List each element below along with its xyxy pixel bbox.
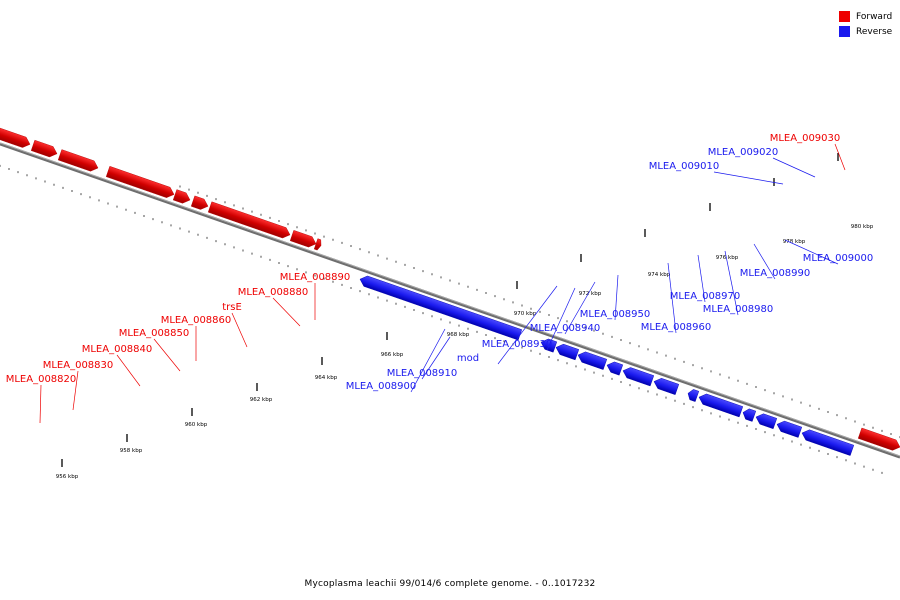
forward-gene-arrow[interactable] [57, 149, 100, 174]
forward-gene-label[interactable]: MLEA_008840 [82, 344, 153, 355]
forward-leader-line [72, 370, 79, 411]
reverse-leader-line [564, 281, 596, 335]
reverse-gene-label[interactable]: mod [457, 353, 479, 364]
tick-label: 960 kbp [185, 422, 208, 428]
tick-label: 970 kbp [514, 311, 537, 317]
reverse-gene-arrow[interactable] [554, 342, 580, 361]
reverse-gene-arrow[interactable] [800, 428, 855, 456]
backbone-highlight [0, 142, 900, 457]
reverse-gene-label[interactable]: MLEA_008940 [530, 323, 601, 334]
forward-leader-line [272, 297, 301, 327]
forward-leader-line [231, 312, 248, 348]
forward-swatch [839, 11, 850, 22]
reverse-gene-label[interactable]: MLEA_008980 [703, 304, 774, 315]
reverse-leader-line [546, 287, 576, 351]
gene-features [0, 126, 900, 456]
reverse-gene-label[interactable]: MLEA_008970 [670, 291, 741, 302]
reverse-gene-label[interactable]: MLEA_008900 [346, 381, 417, 392]
forward-leader-line [39, 384, 42, 424]
forward-gene-label[interactable]: MLEA_008880 [238, 287, 309, 298]
reverse-leader-line [421, 336, 451, 380]
forward-leader-line [834, 143, 846, 171]
reverse-leader-line [772, 157, 816, 178]
reverse-gene-arrow[interactable] [652, 376, 680, 395]
forward-gene-label[interactable]: MLEA_008850 [119, 328, 190, 339]
reverse-gene-label[interactable]: MLEA_008930 [482, 339, 553, 350]
forward-gene-label[interactable]: MLEA_008820 [6, 374, 77, 385]
tick-label: 964 kbp [315, 375, 338, 381]
reverse-gene-arrow[interactable] [741, 407, 757, 422]
reverse-leader-line [697, 254, 706, 303]
forward-gene-arrow[interactable] [857, 427, 900, 452]
forward-gene-label[interactable]: MLEA_008860 [161, 315, 232, 326]
forward-gene-arrow[interactable] [105, 166, 176, 199]
reverse-swatch [839, 26, 850, 37]
forward-gene-arrow[interactable] [30, 139, 59, 159]
forward-gene-arrow[interactable] [313, 238, 323, 251]
legend-reverse: Reverse [839, 24, 899, 39]
tick-label: 980 kbp [851, 224, 874, 230]
legend-forward-label: Forward [856, 11, 893, 22]
tick-label: 968 kbp [447, 332, 470, 338]
gene-labels: MLEA_008820 MLEA_008830 MLEA_008840 MLEA_00… [6, 133, 874, 424]
forward-gene-arrow[interactable] [0, 126, 32, 150]
forward-gene-label[interactable]: MLEA_008830 [43, 360, 114, 371]
forward-gene-arrow[interactable] [289, 230, 318, 249]
reverse-gene-label[interactable]: MLEA_008950 [580, 309, 651, 320]
reverse-gene-arrow[interactable] [697, 392, 744, 418]
reverse-leader-line [784, 239, 839, 265]
reverse-leader-line [667, 262, 677, 334]
reverse-leader-line [724, 250, 739, 316]
reverse-leader-line [753, 243, 776, 280]
tick-label: 956 kbp [56, 474, 79, 480]
reverse-gene-arrow[interactable] [775, 419, 803, 438]
reverse-gene-arrow[interactable] [686, 388, 700, 402]
forward-gene-label[interactable]: MLEA_009030 [770, 133, 841, 144]
reverse-gene-label[interactable]: MLEA_008990 [740, 268, 811, 279]
forward-gene-label[interactable]: MLEA_008890 [280, 272, 351, 283]
reverse-gene-arrow[interactable] [621, 366, 655, 387]
tick-label: 962 kbp [250, 397, 273, 403]
reverse-gene-label[interactable]: MLEA_008960 [641, 322, 712, 333]
forward-gene-arrow[interactable] [190, 195, 210, 212]
legend-reverse-label: Reverse [856, 26, 893, 37]
tick-label: 958 kbp [120, 448, 143, 454]
forward-gene-arrow[interactable] [172, 189, 192, 206]
reverse-gene-arrow[interactable] [605, 360, 624, 376]
reverse-gene-label[interactable]: MLEA_008910 [387, 368, 458, 379]
tick-label: 966 kbp [381, 352, 404, 358]
reverse-gene-arrow[interactable] [576, 350, 608, 370]
genome-backbone [0, 142, 900, 459]
reverse-gene-label[interactable]: MLEA_009020 [708, 147, 779, 158]
reverse-leader-line [614, 274, 619, 321]
tick-label: 976 kbp [716, 255, 739, 261]
forward-leader-line [116, 354, 141, 387]
tick-label: 974 kbp [648, 272, 671, 278]
forward-leader-line [153, 338, 181, 372]
reverse-gene-label[interactable]: MLEA_009000 [803, 253, 874, 264]
genome-caption: Mycoplasma leachii 99/014/6 complete gen… [304, 579, 596, 589]
forward-gene-label[interactable]: trsE [222, 302, 242, 313]
legend: Forward Reverse [839, 9, 899, 39]
reverse-leader-line [713, 171, 784, 185]
reverse-gene-label[interactable]: MLEA_009010 [649, 161, 720, 172]
reverse-leader-line [410, 328, 446, 393]
scale-ticks: 956 kbp 958 kbp 960 kbp 962 kbp 964 kbp 966 k… [0, 153, 900, 480]
tick-label: 972 kbp [579, 291, 602, 297]
tick-label: 978 kbp [783, 239, 806, 245]
reverse-leader-line [497, 285, 558, 365]
forward-gene-arrow[interactable] [207, 201, 292, 240]
reverse-gene-arrow[interactable] [358, 274, 523, 341]
legend-forward: Forward [839, 9, 899, 24]
reverse-gene-arrow[interactable] [754, 412, 778, 430]
